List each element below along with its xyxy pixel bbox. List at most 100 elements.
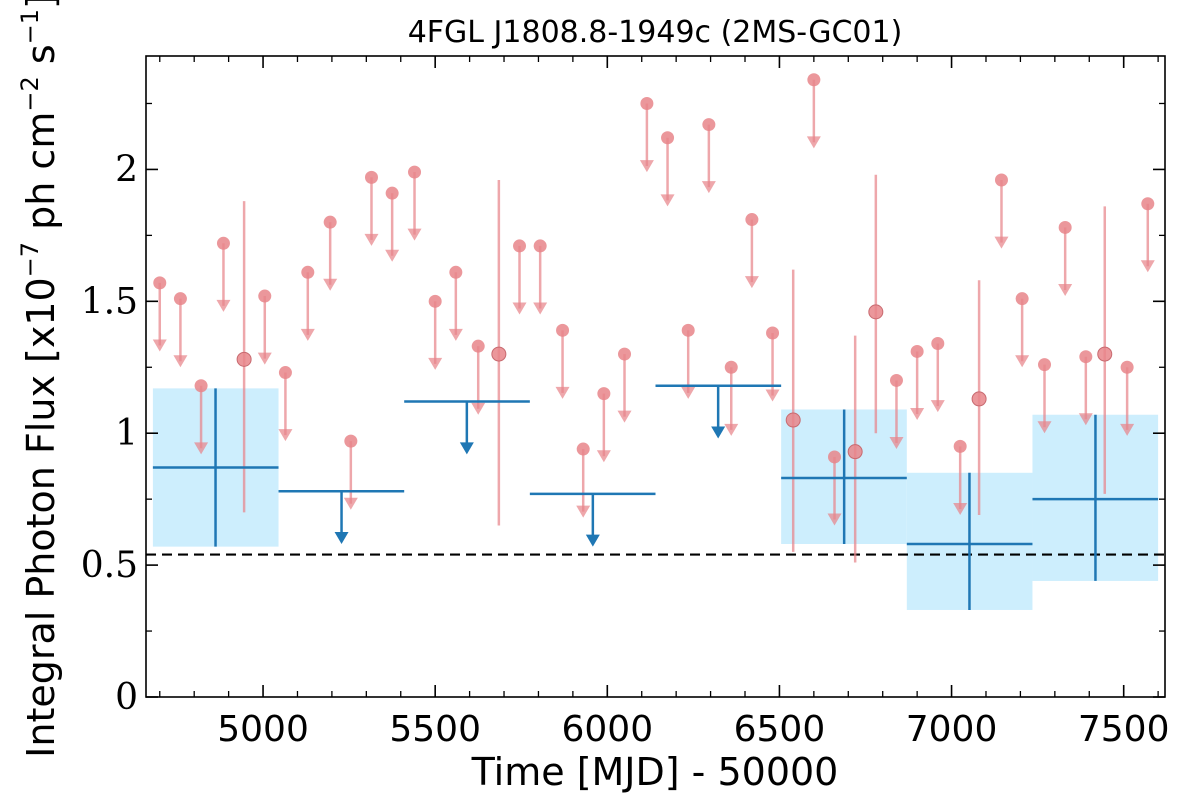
monthly-upper-limit-marker xyxy=(889,373,903,387)
monthly-upper-limit xyxy=(216,236,231,312)
monthly-upper-limit-arrowhead xyxy=(617,410,632,423)
monthly-upper-limit xyxy=(930,337,945,413)
monthly-upper-limit-marker xyxy=(910,344,924,358)
monthly-detection-marker xyxy=(1097,346,1113,362)
monthly-upper-limit-arrowhead xyxy=(701,181,716,194)
monthly-upper-limit xyxy=(576,442,591,518)
y-axis-label-main: Integral Photon Flux [x10 xyxy=(19,277,63,758)
monthly-upper-limit-marker xyxy=(385,186,399,200)
y-tick-label: 2 xyxy=(115,149,138,190)
monthly-detection-marker xyxy=(236,351,252,367)
monthly-upper-limit-marker xyxy=(364,170,378,184)
monthly-upper-limit xyxy=(1037,358,1052,434)
monthly-upper-limit xyxy=(639,96,654,173)
monthly-upper-limit-arrowhead xyxy=(1140,260,1155,273)
monthly-upper-limit-arrowhead xyxy=(300,328,315,341)
monthly-upper-limit xyxy=(533,239,548,315)
monthly-upper-limit xyxy=(364,170,379,246)
monthly-upper-limit-marker xyxy=(618,347,632,361)
monthly-upper-limit-marker xyxy=(471,339,485,353)
monthly-upper-limit-marker xyxy=(408,165,422,179)
monthly-upper-limit xyxy=(1058,220,1073,297)
monthly-upper-limit-marker xyxy=(173,292,187,306)
monthly-upper-limit-marker xyxy=(681,323,695,337)
y-axis-label-close: ] xyxy=(19,0,63,9)
y-tick-label: 0 xyxy=(115,677,138,718)
monthly-upper-limit-marker xyxy=(513,239,527,253)
x-tick-label: 6500 xyxy=(734,709,826,750)
monthly-upper-limit-arrowhead xyxy=(744,276,759,289)
yearly-detection xyxy=(1032,414,1159,581)
monthly-upper-limit xyxy=(428,294,443,370)
monthly-upper-limit-marker xyxy=(807,73,821,87)
chart-title: 4FGL J1808.8-1949c (2MS-GC01) xyxy=(408,15,903,50)
monthly-upper-limit-arrowhead xyxy=(448,328,463,341)
monthly-upper-limit-arrowhead xyxy=(576,505,591,518)
monthly-upper-limit xyxy=(660,131,675,207)
x-tick-label: 7500 xyxy=(1078,709,1170,750)
monthly-upper-limit-marker xyxy=(702,118,716,132)
yearly-upper-limit-arrowhead xyxy=(334,532,349,545)
monthly-upper-limit xyxy=(343,434,358,510)
plot-area xyxy=(146,73,1165,610)
monthly-upper-limit-marker xyxy=(323,215,337,229)
monthly-detection xyxy=(785,269,801,552)
monthly-detection xyxy=(868,174,884,434)
axis-ticks: 5000 5500 6000 6500 7000 7500 0 0.5 1 1.5 2 xyxy=(81,56,1170,750)
monthly-upper-limit-marker xyxy=(724,360,738,374)
monthly-upper-limit xyxy=(471,339,486,415)
monthly-upper-limit-marker xyxy=(745,213,759,227)
monthly-upper-limit-arrowhead xyxy=(533,302,548,315)
monthly-upper-limit xyxy=(300,265,315,341)
monthly-upper-limit-arrowhead xyxy=(765,389,780,402)
monthly-upper-limit-arrowhead xyxy=(1058,284,1073,297)
monthly-upper-limit-marker xyxy=(153,276,167,290)
y-tick-label: 0.5 xyxy=(81,545,138,586)
monthly-upper-limit xyxy=(953,439,968,515)
y-tick-label: 1.5 xyxy=(81,281,138,322)
monthly-upper-limit-arrowhead xyxy=(930,400,945,413)
monthly-upper-limit xyxy=(1078,350,1093,426)
monthly-upper-limit-arrowhead xyxy=(681,386,696,399)
monthly-upper-limit-marker xyxy=(576,442,590,456)
monthly-detection-marker xyxy=(785,412,801,428)
x-tick-label: 5500 xyxy=(389,709,481,750)
monthly-upper-limit-arrowhead xyxy=(660,194,675,207)
monthly-upper-limit-marker xyxy=(766,326,780,340)
monthly-upper-limit-marker xyxy=(449,265,463,279)
monthly-upper-limit-arrowhead xyxy=(889,437,904,450)
monthly-upper-limit-arrowhead xyxy=(806,136,821,149)
y-axis-label-mid: ph cm xyxy=(19,112,63,242)
monthly-upper-limit xyxy=(173,292,188,368)
monthly-detection xyxy=(971,280,987,515)
monthly-upper-limit xyxy=(152,276,167,352)
yearly-upper-limit xyxy=(529,492,656,547)
monthly-upper-limit xyxy=(407,165,422,241)
monthly-upper-limit-marker xyxy=(1079,350,1093,364)
monthly-upper-limit-arrowhead xyxy=(953,502,968,515)
monthly-upper-limit-arrowhead xyxy=(1078,413,1093,426)
x-tick-label: 6000 xyxy=(561,709,653,750)
yearly-upper-limit-arrowhead xyxy=(459,442,474,455)
monthly-upper-limit-arrowhead xyxy=(639,160,654,173)
monthly-upper-limit-arrowhead xyxy=(407,228,422,241)
y-axis-label-exp2: −2 xyxy=(16,76,44,111)
monthly-detection xyxy=(847,335,863,563)
monthly-upper-limit-arrowhead xyxy=(385,249,400,262)
monthly-upper-limit-arrowhead xyxy=(1015,355,1030,368)
monthly-upper-limit xyxy=(1015,292,1030,368)
monthly-upper-limit xyxy=(889,373,904,450)
monthly-upper-limit-marker xyxy=(828,450,842,464)
yearly-detection xyxy=(906,472,1033,610)
monthly-upper-limit-arrowhead xyxy=(152,339,167,352)
monthly-upper-limit-marker xyxy=(278,366,292,380)
monthly-detection-marker xyxy=(847,444,863,460)
monthly-upper-limit-marker xyxy=(1015,292,1029,306)
monthly-upper-limit xyxy=(681,323,696,399)
y-axis-label-exp3: −1 xyxy=(16,9,44,44)
monthly-upper-limit xyxy=(910,344,925,421)
monthly-upper-limit xyxy=(448,265,463,341)
monthly-detection-marker xyxy=(971,391,987,407)
monthly-upper-limit xyxy=(278,366,293,442)
monthly-upper-limit-marker xyxy=(931,337,945,351)
